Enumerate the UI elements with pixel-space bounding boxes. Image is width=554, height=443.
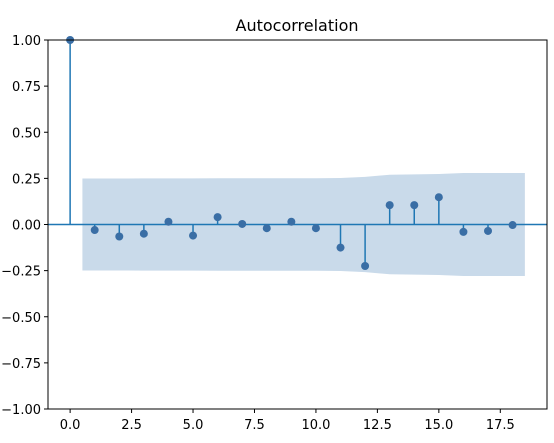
- point-lag-11: [336, 243, 345, 252]
- x-axis: 0.0 2.5 5.0 7.5 10.0 12.5 15.0 17.5: [60, 409, 515, 433]
- y-tick-label: −0.25: [1, 265, 41, 280]
- point-lag-14: [410, 201, 419, 210]
- point-lag-12: [361, 262, 370, 271]
- point-lag-1: [90, 226, 99, 235]
- y-tick-label: −0.75: [1, 357, 41, 372]
- x-tick-label: 7.5: [244, 418, 265, 433]
- y-tick-label: −1.00: [1, 403, 41, 418]
- point-lag-7: [238, 219, 247, 228]
- x-tick-label: 15.0: [424, 418, 453, 433]
- point-lag-13: [385, 201, 394, 210]
- point-lag-2: [115, 232, 124, 241]
- point-lag-6: [213, 213, 222, 222]
- point-lag-3: [139, 229, 148, 238]
- point-lag-5: [189, 231, 198, 240]
- x-tick-label: 0.0: [60, 418, 81, 433]
- y-tick-label: 0.75: [12, 80, 41, 95]
- point-lag-18: [508, 221, 517, 230]
- x-tick-label: 2.5: [121, 418, 142, 433]
- y-axis: 1.00 0.75 0.50 0.25 0.00 −0.25 −0.50 −0.75 −1.00: [1, 34, 48, 418]
- point-lag-15: [434, 193, 443, 202]
- y-tick-label: −0.50: [1, 311, 41, 326]
- point-lag-4: [164, 217, 173, 226]
- point-lag-10: [311, 224, 320, 233]
- point-lag-17: [484, 226, 493, 235]
- x-tick-label: 12.5: [363, 418, 392, 433]
- point-lag-9: [287, 217, 296, 226]
- x-tick-label: 17.5: [486, 418, 515, 433]
- y-tick-label: 0.00: [12, 219, 41, 234]
- y-tick-label: 1.00: [12, 34, 41, 49]
- plot-area: [47, 36, 548, 410]
- point-lag-16: [459, 227, 468, 236]
- x-tick-label: 10.0: [301, 418, 330, 433]
- y-tick-label: 0.25: [12, 172, 41, 187]
- point-lag-8: [262, 224, 271, 233]
- x-tick-label: 5.0: [183, 418, 204, 433]
- y-tick-label: 0.50: [12, 126, 41, 141]
- chart-title: Autocorrelation: [236, 16, 359, 35]
